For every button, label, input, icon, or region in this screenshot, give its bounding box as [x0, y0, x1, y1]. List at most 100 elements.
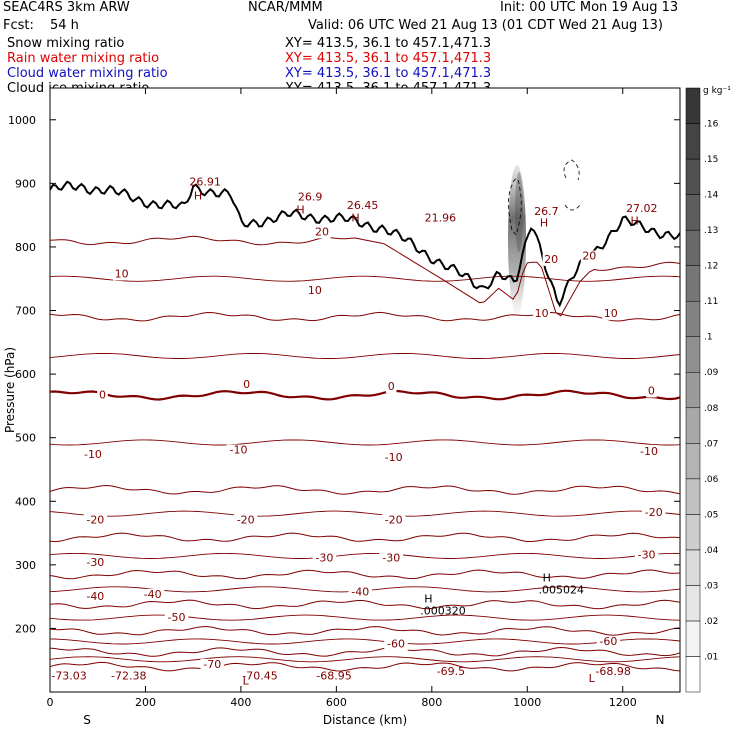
- contour-label-bg-17: [381, 452, 406, 465]
- contour-label-bg-13: [381, 514, 406, 527]
- contour-label-18: -10: [640, 445, 658, 458]
- extremum-label-5: 26.45: [347, 199, 379, 212]
- contour-line-8: [50, 311, 680, 322]
- contour-label-29: 20: [582, 250, 596, 263]
- contour-label-17: -10: [385, 451, 403, 464]
- extremum-label-10: 27.02: [626, 202, 658, 215]
- y-tick-label-3: 500: [15, 432, 36, 445]
- contour-label-3: -50: [167, 611, 185, 624]
- contour-line-0: [50, 661, 680, 672]
- south-label: S: [83, 713, 91, 727]
- colorbar-swatch-1: [685, 620, 701, 657]
- y-tick-label-4: 600: [15, 368, 36, 381]
- y-tick-label-8: 1000: [8, 114, 36, 127]
- contour-label-bg-5: [140, 588, 165, 601]
- contour-label-bg-9: [379, 552, 403, 565]
- contour-label-bg-1: [384, 638, 408, 651]
- top-label-4: -69.5: [437, 665, 465, 678]
- top-label-3: -68.95: [316, 669, 351, 682]
- temperature-contours: [50, 235, 680, 672]
- contour-label-16: -10: [230, 444, 248, 457]
- contour-label-19: 0: [99, 388, 106, 401]
- contour-label-bg-10: [634, 549, 659, 562]
- contour-label-4: -40: [86, 590, 104, 603]
- contour-label-7: -30: [86, 556, 104, 569]
- colorbar-label-11: .12: [704, 262, 718, 272]
- colorbar-swatch-11: [685, 265, 701, 302]
- ice-contour-3: [564, 204, 581, 211]
- contour-label-12: -20: [237, 514, 255, 527]
- org-label: NCAR/MMM: [248, 0, 323, 15]
- contour-label-bg-25: [533, 307, 551, 320]
- contour-label-21: 0: [388, 380, 395, 393]
- colorbar-swatch-14: [685, 158, 701, 195]
- extremum-label-8: 26.7: [534, 205, 559, 218]
- contour-label-2: -60: [599, 635, 617, 648]
- colorbar-labels: .01 .02 .03 .04 .05 .06 .07 .08 .09 .1 .11 .12 .13 .1…: [704, 120, 719, 663]
- x-tick-label-1: 200: [135, 696, 156, 709]
- contour-line-3: [50, 599, 680, 610]
- contour-label-13: -20: [385, 514, 403, 527]
- contour-label-15: -10: [84, 448, 102, 461]
- valid-time: Valid: 06 UTC Wed 21 Aug 13 (01 CDT Wed …: [308, 18, 663, 33]
- ice-contour-2: [563, 159, 580, 181]
- contour-label-22: 0: [648, 384, 655, 397]
- contour-label-bg-3: [164, 611, 189, 624]
- x-tick-label-2: 400: [230, 696, 251, 709]
- colorbar-label-3: .04: [704, 546, 719, 556]
- top-label-0: -73.03: [51, 669, 86, 682]
- colorbar-label-2: .03: [704, 581, 718, 591]
- contour-label-14: -20: [645, 506, 663, 519]
- top-label-5: -68.98: [595, 665, 630, 678]
- plot-layer: -70 -60 -60 -50 -40 -40 -40 -30 -30 -30 -30 -20 -20 -…: [50, 159, 680, 687]
- colorbar-label-6: .07: [704, 439, 718, 449]
- contour-line-mid-8: [50, 275, 680, 282]
- contour-label-bg-20: [241, 379, 252, 392]
- contour-label-bg-0: [200, 658, 225, 671]
- contour-label-8: -30: [315, 552, 333, 565]
- colorbar-swatch-8: [685, 371, 701, 409]
- contour-label-5: -40: [144, 588, 162, 601]
- field-rain-xy: XY= 413.5, 36.1 to 457.1,471.3: [285, 51, 492, 66]
- extremum-label-12: L: [589, 672, 596, 685]
- contour-label-bg-11: [83, 514, 108, 527]
- terrain-line: [50, 180, 680, 308]
- init-time: Init: 00 UTC Mon 19 Aug 13: [500, 0, 679, 15]
- contour-line-mid-1: [50, 638, 680, 645]
- x-tick-label-4: 800: [421, 696, 442, 709]
- x-tick-label-3: 600: [326, 696, 347, 709]
- colorbar-swatches: [685, 87, 701, 693]
- colorbar-swatch-16: [685, 87, 701, 124]
- contour-label-bg-24: [306, 284, 324, 297]
- contour-label-bg-14: [642, 506, 666, 519]
- top-label-1: -72.38: [111, 669, 146, 682]
- mixing-ratio-contours: [508, 159, 581, 236]
- colorbar-swatch-4: [685, 514, 701, 551]
- x-tick-label-6: 1200: [609, 696, 637, 709]
- extremum-label-4: H: [351, 212, 359, 225]
- contour-label-bg-4: [83, 590, 108, 603]
- extremum-label-3: 26.9: [298, 191, 323, 204]
- extremum-label-6: 21.96: [425, 212, 457, 225]
- x-axis-label: Distance (km): [323, 713, 407, 727]
- contour-label-bg-15: [81, 449, 105, 462]
- colorbar-swatch-15: [685, 123, 701, 160]
- contour-label-bg-19: [97, 389, 108, 402]
- contour-label-6: -40: [351, 585, 369, 598]
- contour-label-bg-2: [596, 635, 621, 648]
- contour-line-mid-6: [50, 439, 680, 446]
- contour-label-24: 10: [308, 284, 322, 297]
- colorbar-label-12: .13: [704, 226, 718, 236]
- colorbar-label-10: .11: [704, 297, 718, 307]
- contour-label-bg-8: [312, 552, 337, 565]
- colorbar-swatch-7: [685, 407, 701, 444]
- contour-label-bg-29: [580, 250, 598, 263]
- colorbar-label-4: .05: [704, 510, 718, 520]
- contour-line-1: [50, 646, 680, 657]
- contour-line-5: [50, 532, 680, 543]
- colorbar-label-14: .15: [704, 155, 718, 165]
- contour-line-7: [50, 389, 680, 401]
- extremum-label-2: H: [296, 203, 304, 216]
